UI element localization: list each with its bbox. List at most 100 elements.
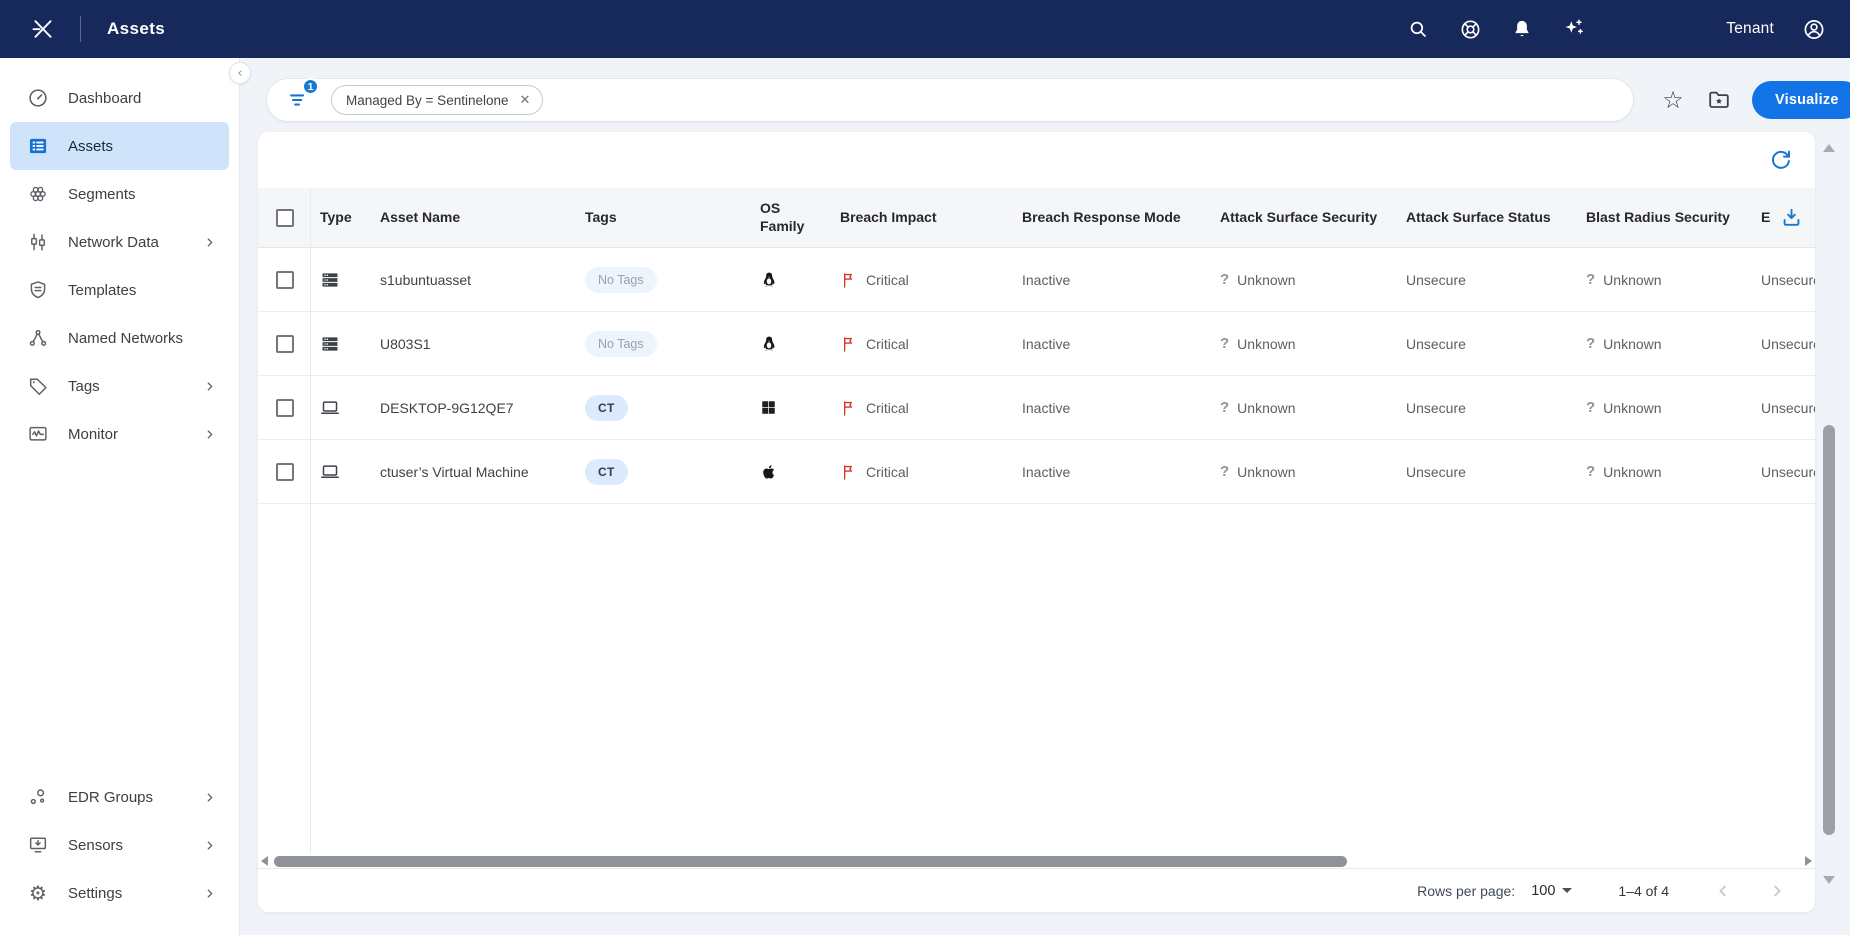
favorite-star-icon[interactable]: ☆	[1660, 87, 1686, 113]
vertical-scrollbar[interactable]	[1822, 140, 1836, 918]
asset-name-link[interactable]: DESKTOP-9G12QE7	[380, 400, 514, 416]
column-header-attack-surface-security[interactable]: Attack Surface Security	[1210, 209, 1396, 226]
apple-os-icon	[760, 463, 778, 481]
column-header-attack-surface-status[interactable]: Attack Surface Status	[1396, 209, 1576, 226]
filter-actions: ☆	[1660, 87, 1732, 113]
row-checkbox[interactable]	[276, 271, 294, 289]
sidebar-item-edr-groups[interactable]: EDR Groups	[10, 773, 229, 821]
sidebar-item-assets[interactable]: Assets	[10, 122, 229, 170]
table-body: s1ubuntuasset No Tags	[258, 248, 1815, 504]
previous-page-icon[interactable]	[1713, 881, 1733, 901]
help-icon[interactable]	[1458, 17, 1482, 41]
sidebar-item-named-networks[interactable]: Named Networks	[10, 314, 229, 362]
next-page-icon[interactable]	[1767, 881, 1787, 901]
row-checkbox[interactable]	[276, 463, 294, 481]
sidebar-item-label: Sensors	[68, 837, 183, 854]
server-type-icon	[320, 270, 340, 290]
tag-chip: No Tags	[585, 267, 657, 293]
tenant-label[interactable]: Tenant	[1726, 20, 1774, 38]
breach-impact-value: Critical	[866, 272, 909, 288]
topbar: Assets Tenant	[0, 0, 1850, 58]
column-header-tags[interactable]: Tags	[575, 209, 750, 226]
blast-radius-security-value: Unknown	[1603, 464, 1661, 480]
ai-sparkles-icon[interactable]	[1562, 17, 1586, 41]
gear-icon: ⚙	[26, 881, 50, 905]
critical-flag-icon	[840, 463, 858, 481]
table-row[interactable]: DESKTOP-9G12QE7 CT	[258, 376, 1815, 440]
notifications-bell-icon[interactable]	[1510, 17, 1534, 41]
column-header-os-family[interactable]: OS Family	[750, 200, 830, 234]
table-row[interactable]: U803S1 No Tags	[258, 312, 1815, 376]
row-checkbox[interactable]	[276, 399, 294, 417]
sidebar-item-tags[interactable]: Tags	[10, 362, 229, 410]
sidebar-item-sensors[interactable]: Sensors	[10, 821, 229, 869]
column-header-blast-radius-security[interactable]: Blast Radius Security	[1576, 209, 1751, 226]
scroll-down-arrow-icon[interactable]	[1823, 876, 1835, 884]
scroll-up-arrow-icon[interactable]	[1823, 144, 1835, 152]
download-icon[interactable]	[1780, 206, 1803, 229]
table-header-row: Type Asset Name Tags OS Family Breach Im…	[258, 188, 1815, 248]
topbar-actions: Tenant	[1406, 17, 1826, 41]
row-checkbox[interactable]	[276, 335, 294, 353]
column-header-asset-name[interactable]: Asset Name	[370, 209, 575, 226]
horizontal-scrollbar[interactable]	[258, 854, 1815, 868]
table-row[interactable]: ctuser’s Virtual Machine CT	[258, 440, 1815, 504]
search-icon[interactable]	[1406, 17, 1430, 41]
topbar-divider	[80, 16, 81, 42]
linux-os-icon	[760, 271, 778, 289]
visualize-button[interactable]: Visualize	[1752, 81, 1850, 119]
sidebar-item-label: Monitor	[68, 426, 183, 443]
cable-icon	[26, 230, 50, 254]
horizontal-scroll-thumb[interactable]	[274, 856, 1347, 867]
account-icon[interactable]	[1802, 17, 1826, 41]
laptop-type-icon	[320, 398, 340, 418]
page-size-select[interactable]: 100	[1531, 883, 1572, 899]
tag-chip: CT	[585, 459, 628, 485]
column-header-breach-impact[interactable]: Breach Impact	[830, 209, 1012, 226]
table-toolbar	[258, 132, 1815, 188]
sidebar-item-settings[interactable]: ⚙ Settings	[10, 869, 229, 917]
scroll-right-arrow-icon[interactable]	[1805, 856, 1812, 866]
attack-surface-status-value: Unsecure	[1406, 464, 1466, 480]
sidebar-item-templates[interactable]: Templates	[10, 266, 229, 314]
unknown-question-icon: ?	[1220, 463, 1229, 480]
filter-funnel-icon[interactable]: 1	[285, 87, 311, 113]
sidebar-collapse-button[interactable]: ‹	[229, 62, 251, 84]
sidebar-item-label: Segments	[68, 186, 217, 203]
sidebar-item-monitor[interactable]: Monitor	[10, 410, 229, 458]
asset-name-link[interactable]: ctuser’s Virtual Machine	[380, 464, 529, 480]
filter-bar[interactable]: 1 Managed By = Sentinelone ✕	[266, 78, 1634, 122]
select-all-checkbox[interactable]	[276, 209, 294, 227]
column-header-type[interactable]: Type	[310, 209, 370, 226]
attack-surface-status-value: Unsecure	[1406, 272, 1466, 288]
page-title: Assets	[107, 19, 165, 39]
sidebar-item-segments[interactable]: Segments	[10, 170, 229, 218]
blast-radius-security-value: Unknown	[1603, 336, 1661, 352]
chip-close-icon[interactable]: ✕	[520, 93, 531, 108]
column-header-breach-response-mode[interactable]: Breach Response Mode	[1012, 209, 1210, 226]
monitor-waveform-icon	[26, 422, 50, 446]
vertical-scroll-thumb[interactable]	[1823, 425, 1835, 835]
critical-flag-icon	[840, 335, 858, 353]
refresh-icon[interactable]	[1769, 148, 1793, 172]
app-logo-icon[interactable]	[28, 14, 58, 44]
filter-chip[interactable]: Managed By = Sentinelone ✕	[331, 85, 543, 115]
unknown-question-icon: ?	[1220, 399, 1229, 416]
sidebar-item-label: Network Data	[68, 234, 183, 251]
chevron-right-icon	[201, 837, 217, 853]
attack-surface-status-value: Unsecure	[1406, 336, 1466, 352]
unknown-question-icon: ?	[1586, 399, 1595, 416]
sidebar-item-label: Templates	[68, 282, 217, 299]
breach-response-mode-value: Inactive	[1022, 400, 1070, 416]
column-header-truncated[interactable]: E	[1761, 209, 1770, 226]
sidebar-item-network-data[interactable]: Network Data	[10, 218, 229, 266]
asset-name-link[interactable]: U803S1	[380, 336, 431, 352]
pagination-range: 1–4 of 4	[1618, 883, 1669, 899]
table-row[interactable]: s1ubuntuasset No Tags	[258, 248, 1815, 312]
blast-radius-security-value: Unknown	[1603, 272, 1661, 288]
scroll-left-arrow-icon[interactable]	[261, 856, 268, 866]
asset-name-link[interactable]: s1ubuntuasset	[380, 272, 471, 288]
unknown-question-icon: ?	[1220, 335, 1229, 352]
saved-filters-folder-icon[interactable]	[1706, 87, 1732, 113]
sidebar-item-dashboard[interactable]: Dashboard	[10, 74, 229, 122]
